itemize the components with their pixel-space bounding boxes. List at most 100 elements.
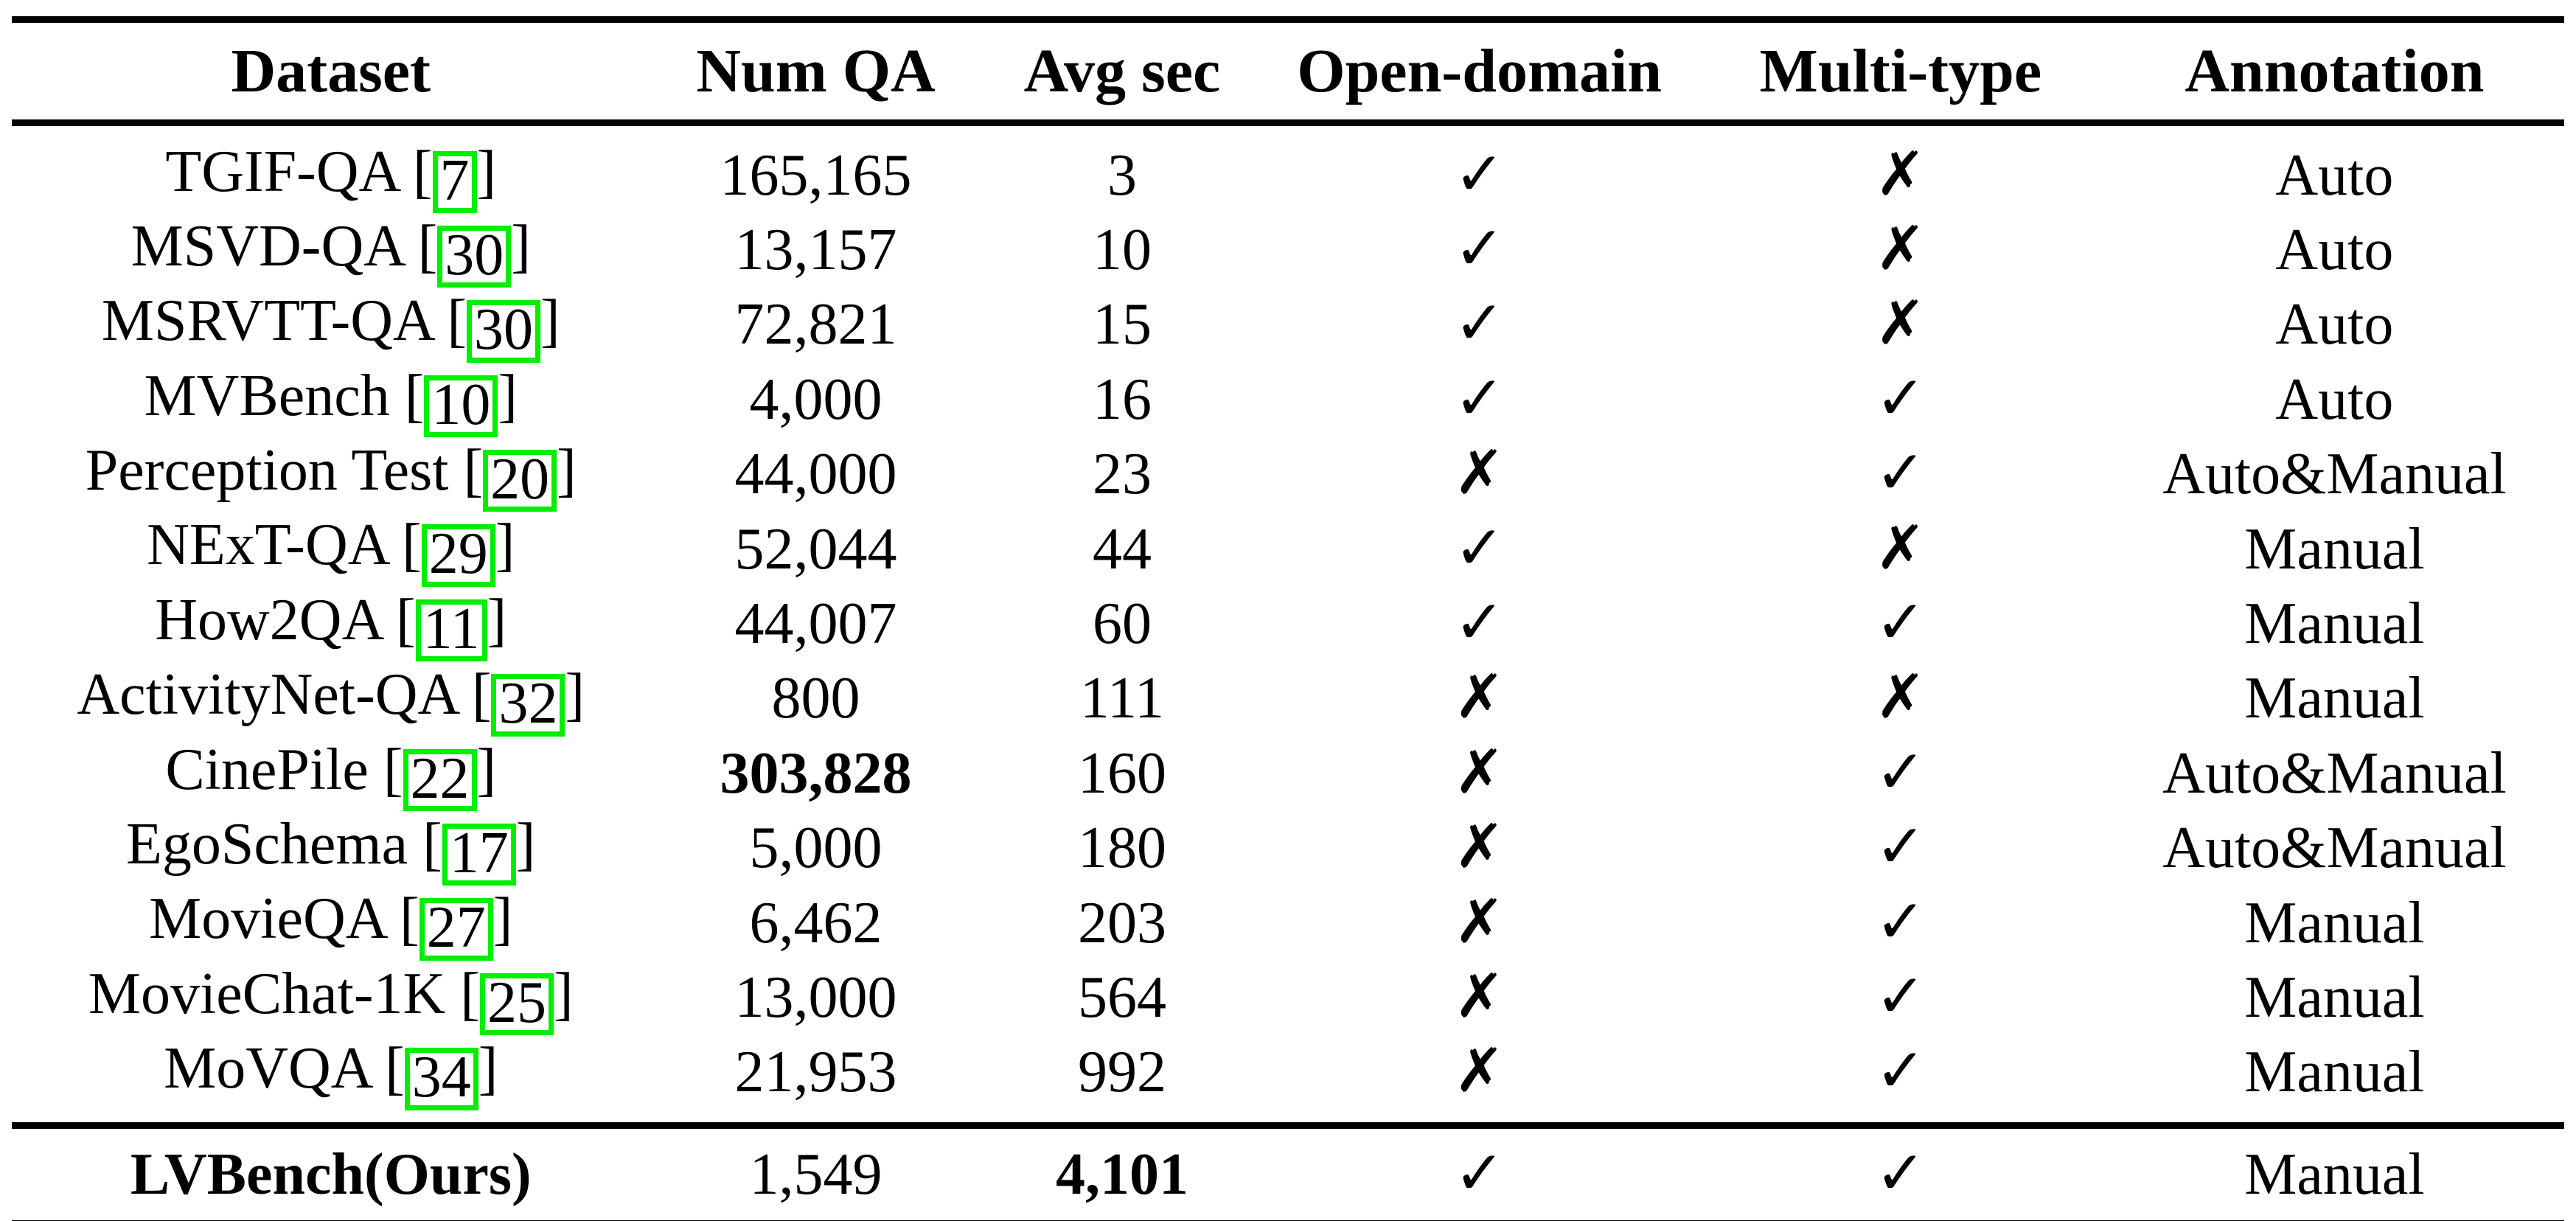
cross-icon: ✗ [1454, 812, 1505, 883]
open-domain-cell: ✗ [1262, 737, 1696, 811]
check-icon: ✓ [1875, 363, 1926, 434]
num-qa-cell: 13,000 [734, 964, 897, 1030]
citation-open-bracket: [ [404, 363, 425, 428]
citation-open-bracket: [ [463, 438, 484, 504]
dataset-name: ActivityNet-QA [77, 662, 457, 728]
cross-icon: ✗ [1454, 737, 1505, 807]
table-body-ours: LVBench(Ours) 1,549 4,101 ✓ ✓ Manual [12, 1125, 2564, 1221]
citation-close-bracket: ] [565, 662, 585, 728]
open-domain-cell: ✓ [1262, 1138, 1696, 1213]
multi-type-cell: ✓ [1696, 737, 2105, 811]
multi-type-cell: ✓ [1696, 1035, 2105, 1110]
check-icon: ✓ [1454, 1138, 1505, 1209]
citation-close-bracket: ] [515, 812, 536, 877]
avg-sec-cell: 4,101 [1055, 1142, 1188, 1208]
cross-icon: ✗ [1875, 662, 1926, 733]
citation-close-bracket: ] [511, 213, 531, 279]
multi-type-cell: ✓ [1696, 811, 2105, 886]
dataset-cell: MovieChat-1K [25] [12, 961, 650, 1036]
citation-link[interactable]: 27 [419, 898, 493, 961]
citation-link[interactable]: 25 [479, 973, 554, 1036]
citation-close-bracket: ] [498, 363, 518, 428]
annotation-cell: Manual [2244, 666, 2425, 731]
column-header-annotation: Annotation [2185, 37, 2485, 105]
avg-sec-cell: 180 [1077, 815, 1166, 881]
multi-type-cell: ✓ [1696, 363, 2105, 437]
citation-link[interactable]: 22 [403, 748, 477, 812]
dataset-cell: TGIF-QA [7] [12, 139, 650, 213]
cross-icon: ✗ [1454, 886, 1505, 957]
citation-link[interactable]: 34 [404, 1048, 478, 1110]
citation-link[interactable]: 11 [415, 599, 487, 662]
cross-icon: ✗ [1454, 1036, 1505, 1107]
cross-icon: ✗ [1875, 139, 1926, 209]
num-qa-cell: 72,821 [734, 292, 897, 358]
open-domain-cell: ✗ [1262, 437, 1696, 512]
citation-link[interactable]: 30 [467, 300, 540, 363]
citation-link[interactable]: 7 [432, 150, 477, 213]
open-domain-cell: ✗ [1262, 961, 1696, 1035]
citation-link[interactable]: 32 [491, 674, 565, 737]
avg-sec-cell: 111 [1079, 666, 1164, 731]
citation-open-bracket: [ [460, 961, 480, 1026]
dataset-name: MSRVTT-QA [101, 288, 433, 354]
citation-close-bracket: ] [495, 512, 515, 578]
citation-link[interactable]: 29 [421, 524, 495, 587]
citation-close-bracket: ] [476, 737, 497, 802]
multi-type-cell: ✗ [1696, 139, 2105, 213]
cross-icon: ✗ [1454, 662, 1505, 733]
num-qa-cell: 21,953 [734, 1040, 897, 1105]
num-qa-cell: 13,157 [734, 218, 897, 283]
check-icon: ✓ [1875, 812, 1926, 883]
annotation-cell: Manual [2244, 591, 2425, 657]
check-icon: ✓ [1875, 961, 1926, 1032]
citation-open-bracket: [ [383, 737, 403, 802]
num-qa-cell: 4,000 [749, 366, 883, 432]
multi-type-cell: ✓ [1696, 1138, 2105, 1213]
num-qa-cell: 44,000 [734, 442, 897, 507]
citation-link[interactable]: 10 [424, 375, 498, 438]
table-body: TGIF-QA [7] 165,165 3 ✓ ✗ Auto MSVD-QA [30] 13,… [12, 123, 2564, 1126]
dataset-cell: ActivityNet-QA [32] [12, 661, 650, 737]
check-icon: ✓ [1875, 438, 1926, 509]
annotation-cell: Auto [2275, 292, 2394, 358]
column-header-dataset: Dataset [231, 37, 431, 105]
check-icon: ✓ [1875, 1138, 1926, 1209]
open-domain-cell: ✓ [1262, 139, 1696, 213]
citation-open-bracket: [ [471, 662, 492, 728]
dataset-name: MVBench [144, 363, 390, 428]
check-icon: ✓ [1454, 512, 1505, 583]
open-domain-cell: ✗ [1262, 1035, 1696, 1110]
citation-link[interactable]: 20 [483, 450, 557, 512]
dataset-cell: Perception Test [20] [12, 437, 650, 512]
avg-sec-cell: 10 [1092, 218, 1152, 283]
cross-icon: ✗ [1454, 961, 1505, 1032]
column-header-open-domain: Open-domain [1297, 37, 1663, 105]
table-row: LVBench(Ours) 1,549 4,101 ✓ ✓ Manual [12, 1138, 2564, 1213]
avg-sec-cell: 160 [1077, 740, 1166, 806]
table-row: MSVD-QA [30] 13,157 10 ✓ ✗ Auto [12, 213, 2564, 288]
open-domain-cell: ✓ [1262, 213, 1696, 288]
citation-link[interactable]: 17 [442, 824, 516, 886]
citation-open-bracket: [ [412, 139, 433, 204]
check-icon: ✓ [1454, 288, 1505, 359]
dataset-name: Perception Test [85, 438, 449, 504]
avg-sec-cell: 15 [1092, 292, 1152, 358]
check-icon: ✓ [1454, 588, 1505, 658]
column-header-num-qa: Num QA [696, 37, 936, 105]
open-domain-cell: ✗ [1262, 811, 1696, 886]
multi-type-cell: ✓ [1696, 437, 2105, 512]
avg-sec-cell: 60 [1092, 591, 1152, 657]
dataset-cell: CinePile [22] [12, 737, 650, 812]
citation-close-bracket: ] [478, 1036, 498, 1102]
multi-type-cell: ✗ [1696, 288, 2105, 362]
num-qa-cell: 165,165 [720, 142, 912, 208]
annotation-cell: Auto&Manual [2162, 442, 2507, 507]
check-icon: ✓ [1875, 1036, 1926, 1107]
column-header-multi-type: Multi-type [1759, 37, 2042, 105]
dataset-name: LVBench(Ours) [130, 1142, 532, 1208]
multi-type-cell: ✗ [1696, 512, 2105, 586]
citation-link[interactable]: 30 [437, 226, 512, 288]
table-row: MSRVTT-QA [30] 72,821 15 ✓ ✗ Auto [12, 288, 2564, 363]
